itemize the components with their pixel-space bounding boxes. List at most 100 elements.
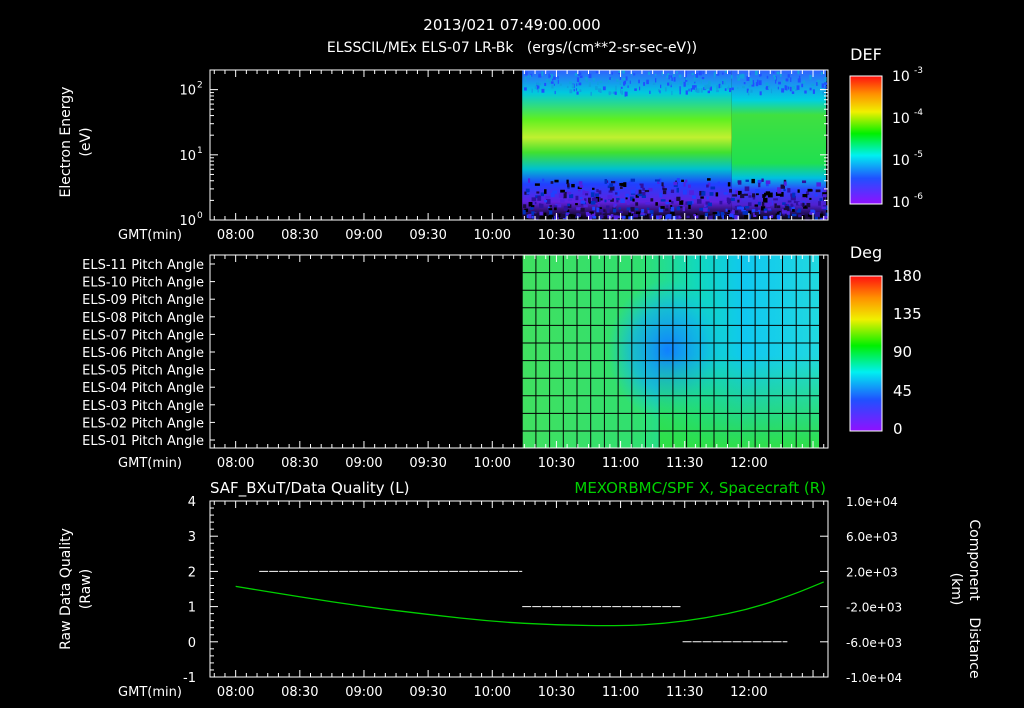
pitch-time-tick-label: 09:30 [409,456,446,471]
energy-spectrogram-noise [731,214,737,219]
energy-spectrogram-noise [792,192,796,198]
energy-spectrogram-noise [567,183,570,188]
energy-ytick-exponent: 2 [197,81,203,91]
energy-spectrogram-noise [622,70,625,74]
energy-spectrogram-noise [629,196,634,201]
energy-spectrogram-noise [782,80,786,84]
pitch-time-tick-label: 10:30 [538,456,575,471]
energy-spectrogram-noise [752,80,755,84]
energy-spectrogram-noise [755,188,760,194]
energy-spectrogram-noise [793,200,797,204]
energy-spectrogram-noise [725,208,730,213]
energy-spectrogram-noise [545,79,549,83]
pitch-time-tick-label: 08:00 [217,456,254,471]
energy-spectrogram-noise [537,195,541,201]
energy-spectrogram-noise [587,197,591,203]
energy-spectrogram-noise [823,196,826,201]
energy-spectrogram-noise [814,214,819,220]
quality-ytick-label: 4 [188,495,196,510]
pitch-angle-row-label: ELS-05 Pitch Angle [82,364,204,379]
energy-spectrogram-noise [641,191,646,196]
energy-spectrogram-noise [644,213,648,216]
energy-spectrogram-noise [702,70,704,75]
energy-spectrogram-noise [790,193,793,197]
energy-spectrogram-noise [737,78,740,82]
energy-spectrogram-noise [783,189,786,192]
energy-spectrogram-noise [766,86,769,90]
energy-spectrogram-noise [597,196,601,202]
energy-spectrogram-noise [592,77,595,82]
energy-spectrogram-noise [619,75,622,80]
energy-spectrogram-noise [592,215,597,219]
energy-spectrogram-noise [721,72,724,75]
energy-spectrogram-noise [688,184,691,188]
energy-spectrogram-noise [707,90,710,94]
energy-spectrogram-noise [785,78,789,82]
energy-spectrogram-noise [817,79,820,85]
energy-spectrogram-noise [704,203,707,208]
energy-time-tick-label: 11:00 [602,228,639,243]
energy-spectrogram-noise [706,84,709,89]
energy-spectrogram-noise [679,200,684,205]
energy-spectrogram-noise [642,213,646,216]
energy-spectrogram-noise [809,212,814,215]
distance-ylabel-2: Distance [966,617,982,678]
energy-spectrogram-noise [575,195,579,201]
energy-spectrogram-noise [757,201,761,206]
energy-spectrogram-noise [754,70,758,76]
energy-spectrogram-noise [635,202,639,206]
pitch-time-tick-label: 10:00 [474,456,511,471]
energy-spectrogram-noise [566,191,570,195]
energy-spectrogram-noise [626,207,631,211]
energy-spectrogram-noise [656,215,659,220]
energy-spectrogram-noise [627,182,630,185]
energy-spectrogram-noise [741,206,745,210]
energy-spectrogram-noise [756,79,759,85]
energy-spectrogram-noise [590,192,595,198]
energy-spectrogram-noise [629,180,634,183]
energy-spectrogram-noise [524,208,529,212]
energy-spectrogram-noise [801,180,807,184]
energy-spectrogram-noise [782,202,786,205]
energy-spectrogram-noise [615,192,618,195]
energy-spectrogram-noise [590,200,596,205]
energy-spectrogram-noise [525,71,528,76]
energy-spectrogram-noise [566,179,569,185]
energy-spectrogram-noise [755,199,758,203]
energy-spectrogram-noise [708,215,713,221]
energy-spectrogram-noise [635,185,641,190]
energy-spectrogram-noise [579,196,583,200]
energy-spectrogram-noise [776,71,780,75]
energy-spectrogram-noise [825,215,828,219]
energy-spectrogram-noise [576,213,582,218]
energy-spectrogram-noise [563,205,568,211]
pitch-angle-row-label: ELS-01 Pitch Angle [82,434,204,449]
energy-spectrogram-noise [797,70,800,75]
energy-spectrogram-noise [624,91,628,97]
energy-spectrogram-noise [550,74,553,79]
energy-spectrogram-noise [777,86,779,90]
energy-ylabel-unit: (eV) [78,127,94,156]
energy-spectrogram-noise [776,215,779,219]
energy-spectrogram-noise [737,182,742,185]
energy-spectrogram-noise [639,86,641,91]
energy-spectrogram-noise [761,201,765,206]
energy-spectrogram-noise [694,80,696,84]
pitch-angle-high-region [659,355,819,448]
energy-time-tick-label: 08:30 [281,228,318,243]
energy-spectrogram-noise [729,87,732,93]
energy-spectrogram-noise [701,76,705,80]
energy-spectrogram-noise [751,82,755,87]
energy-spectrogram-noise [770,88,773,94]
energy-spectrogram-noise [735,190,738,196]
energy-spectrogram-noise [717,181,720,186]
energy-spectrogram-noise [756,193,759,196]
energy-spectrogram-noise [630,178,636,182]
energy-spectrogram-noise [823,187,827,192]
energy-spectrogram-noise [576,77,580,83]
energy-spectrogram-noise [693,77,696,82]
energy-spectrogram-noise [597,81,599,85]
energy-spectrogram-noise [660,206,665,209]
energy-time-tick-label: 08:00 [217,228,254,243]
